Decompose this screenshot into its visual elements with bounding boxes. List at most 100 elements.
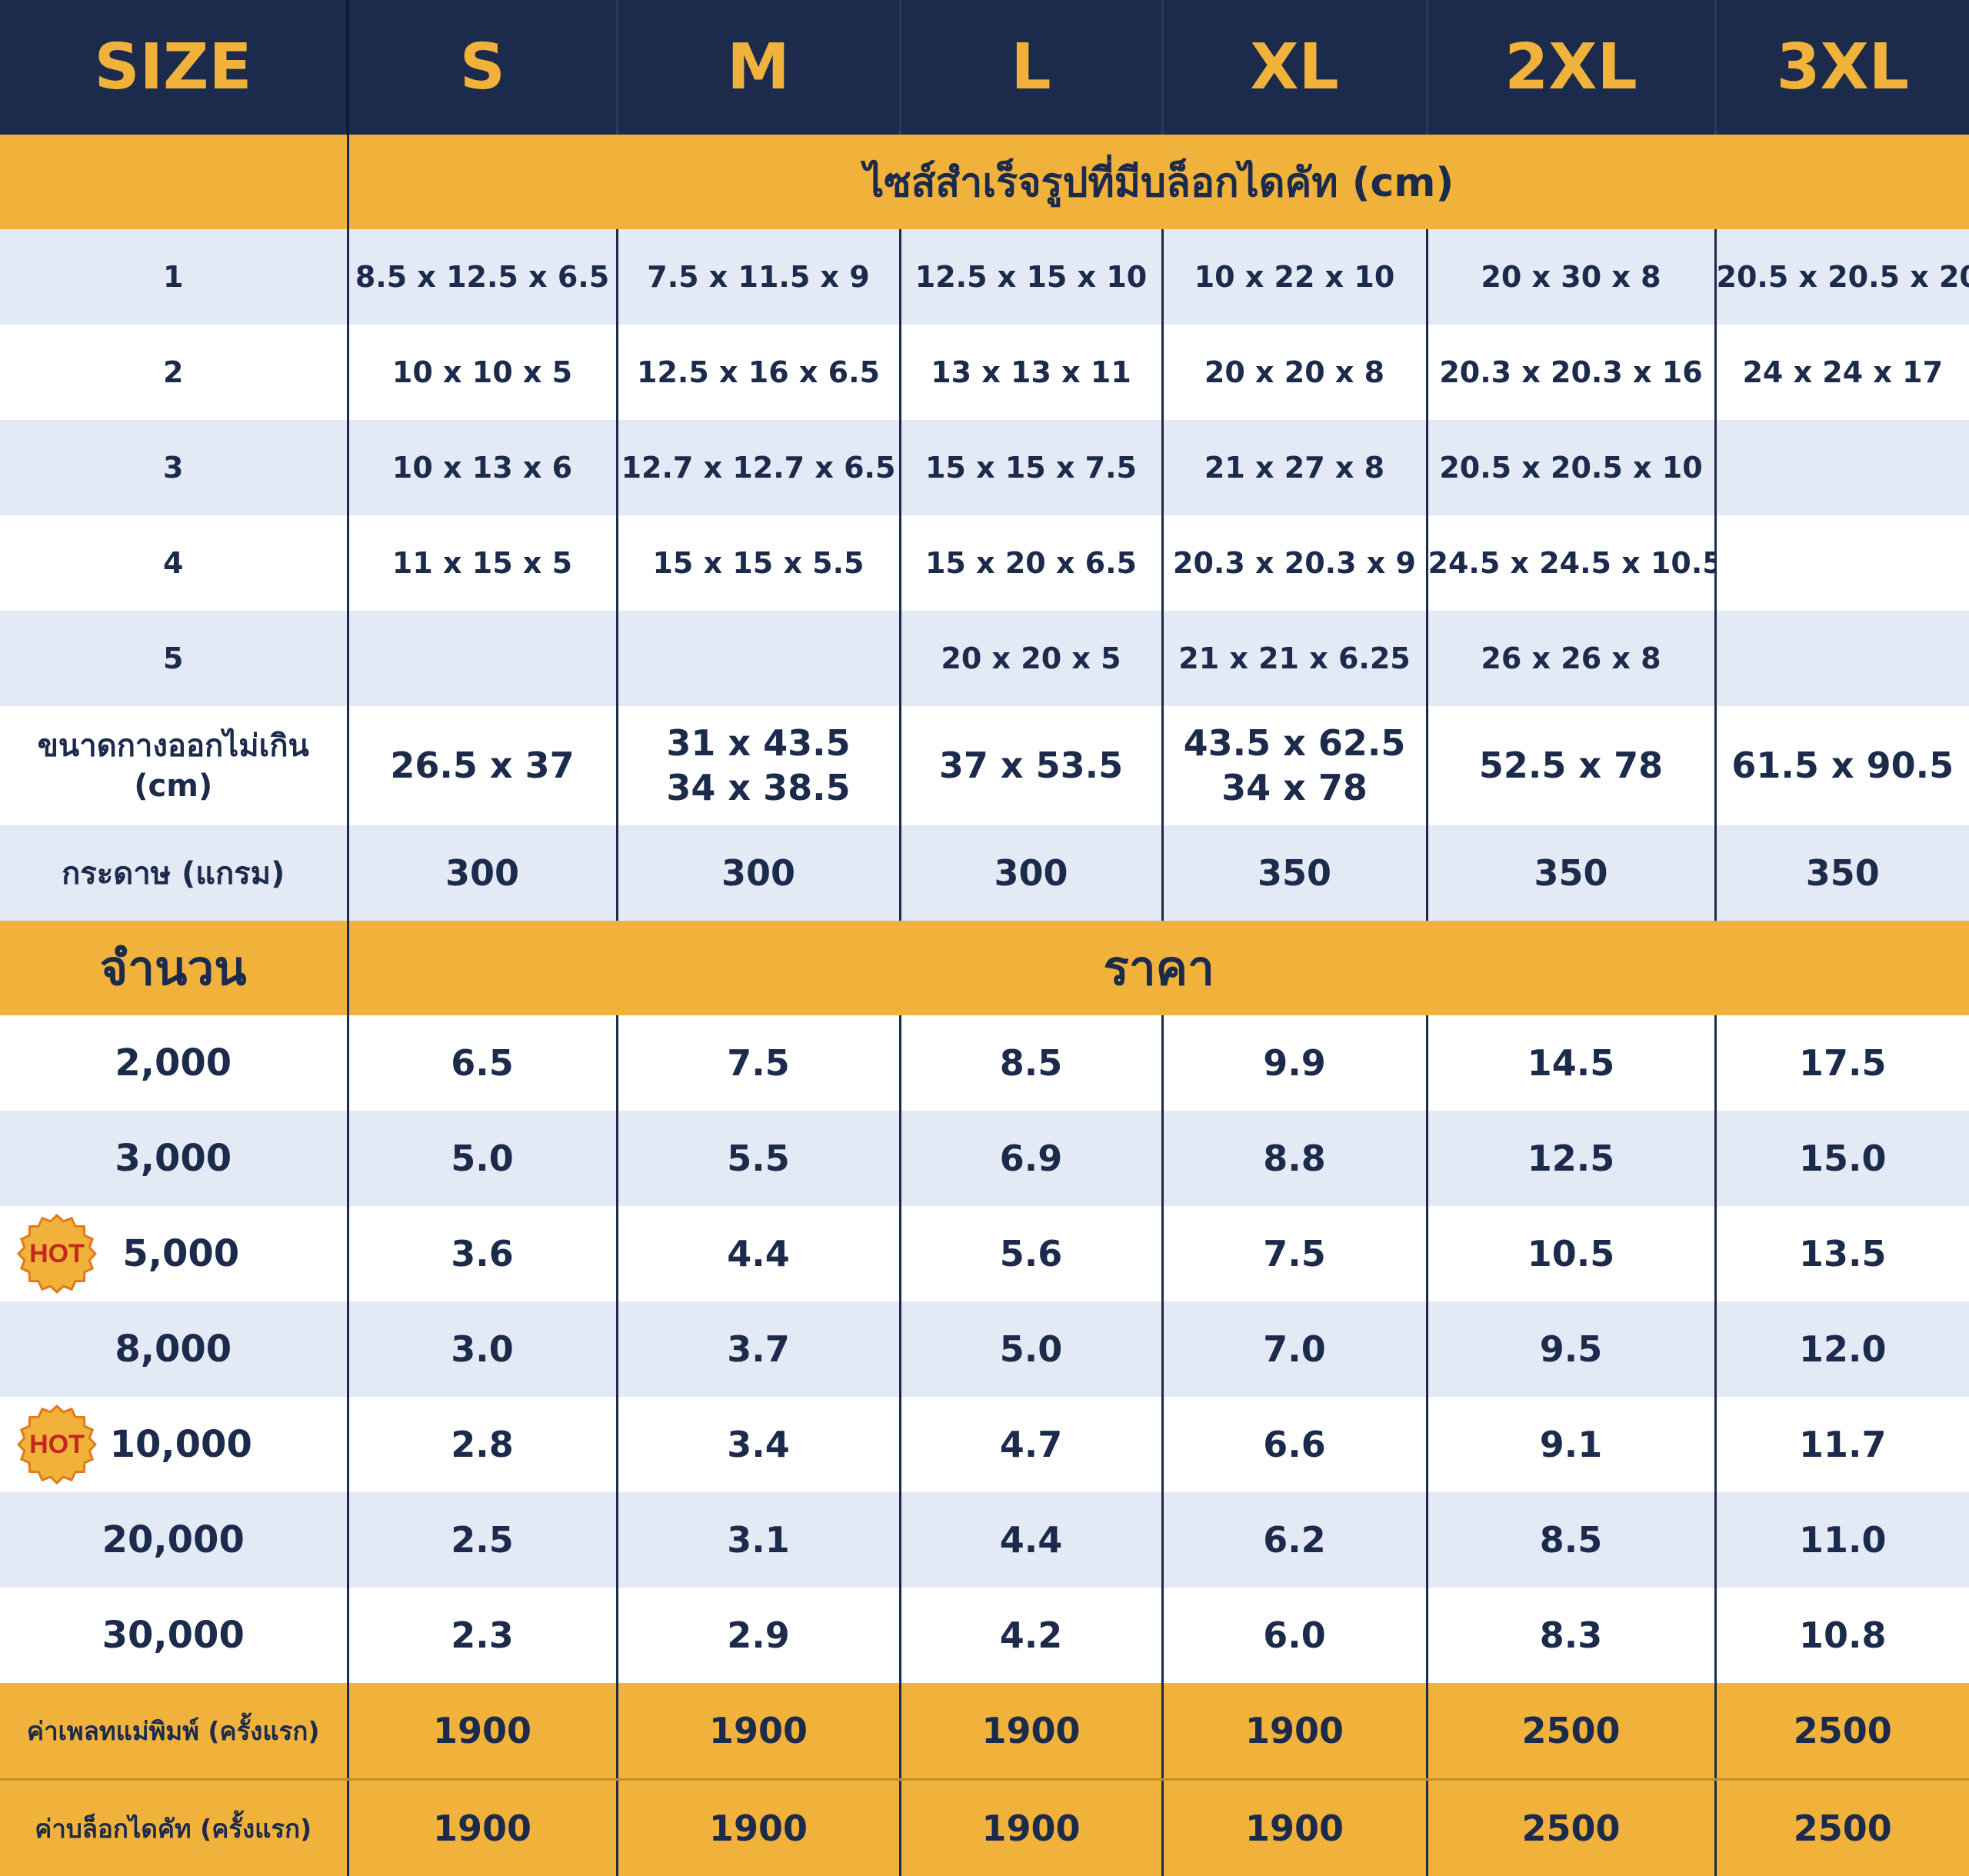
price-cell: 4.7 <box>900 1397 1162 1492</box>
price-cell: 8.5 <box>1427 1492 1715 1588</box>
dim-cell: 26 x 26 x 8 <box>1427 611 1715 706</box>
dim-cell: 20 x 20 x 8 <box>1162 325 1427 420</box>
extent-cell: 52.5 x 78 <box>1427 706 1715 825</box>
dim-cell <box>617 611 900 706</box>
qty-value: 8,000 <box>115 1328 232 1371</box>
dims-section-title: ไซส์สำเร็จรูปที่มีบล็อกไดคัท (cm) <box>348 135 1969 229</box>
price-cell: 9.1 <box>1427 1397 1715 1492</box>
dim-cell: 10 x 10 x 5 <box>348 325 617 420</box>
size-header-xl: XL <box>1162 0 1427 135</box>
dim-cell: 24.5 x 24.5 x 10.5 <box>1427 515 1715 611</box>
dim-cell: 12.5 x 16 x 6.5 <box>617 325 900 420</box>
dim-cell: 20.5 x 20.5 x 10 <box>1427 420 1715 515</box>
price-cell: 9.5 <box>1427 1301 1715 1397</box>
price-cell: 2.3 <box>348 1588 617 1683</box>
extent-cell: 61.5 x 90.5 <box>1715 706 1969 825</box>
dim-cell <box>348 611 617 706</box>
dim-cell: 7.5 x 11.5 x 9 <box>617 229 900 325</box>
dim-cell: 21 x 27 x 8 <box>1162 420 1427 515</box>
price-cell: 7.0 <box>1162 1301 1427 1397</box>
hot-badge-icon: HOT <box>17 1405 97 1484</box>
qty-value: 3,000 <box>115 1137 232 1180</box>
size-header-3xl: 3XL <box>1715 0 1969 135</box>
qty-cell: 20,000 <box>0 1492 348 1588</box>
price-cell: 6.6 <box>1162 1397 1427 1492</box>
dim-row-number: 3 <box>0 420 348 515</box>
qty-cell: 3,000 <box>0 1111 348 1206</box>
qty-cell: 30,000 <box>0 1588 348 1683</box>
price-cell: 4.4 <box>617 1206 900 1301</box>
paper-cell: 300 <box>348 825 617 921</box>
hot-badge-icon: HOT <box>17 1214 97 1294</box>
paper-cell: 350 <box>1162 825 1427 921</box>
extent-value: 31 x 43.5 <box>618 721 899 766</box>
hot-badge-text: HOT <box>17 1214 97 1294</box>
price-cell: 4.2 <box>900 1588 1162 1683</box>
fee-cell: 1900 <box>1162 1780 1427 1876</box>
qty-cell: 2,000 <box>0 1015 348 1111</box>
dim-cell: 8.5 x 12.5 x 6.5 <box>348 229 617 325</box>
price-cell: 2.9 <box>617 1588 900 1683</box>
dim-cell: 12.7 x 12.7 x 6.5 <box>617 420 900 515</box>
dim-cell: 20.3 x 20.3 x 16 <box>1427 325 1715 420</box>
paper-cell: 350 <box>1427 825 1715 921</box>
price-cell: 5.0 <box>348 1111 617 1206</box>
fee-label: ค่าบล็อกไดคัท (ครั้งแรก) <box>0 1780 348 1876</box>
price-cell: 17.5 <box>1715 1015 1969 1111</box>
qty-value: 2,000 <box>115 1041 232 1085</box>
extent-label-line1: ขนาดกางออกไม่เกิน <box>0 726 347 766</box>
dim-cell <box>1715 420 1969 515</box>
price-cell: 12.5 <box>1427 1111 1715 1206</box>
price-cell: 5.0 <box>900 1301 1162 1397</box>
size-label: SIZE <box>0 0 348 135</box>
dim-cell: 24 x 24 x 17 <box>1715 325 1969 420</box>
price-cell: 5.5 <box>617 1111 900 1206</box>
price-cell: 10.5 <box>1427 1206 1715 1301</box>
extent-cell: 26.5 x 37 <box>348 706 617 825</box>
dim-cell: 12.5 x 15 x 10 <box>900 229 1162 325</box>
fee-cell: 2500 <box>1427 1780 1715 1876</box>
dim-cell: 10 x 22 x 10 <box>1162 229 1427 325</box>
dim-cell: 15 x 15 x 7.5 <box>900 420 1162 515</box>
dim-cell: 15 x 20 x 6.5 <box>900 515 1162 611</box>
dim-row-number: 1 <box>0 229 348 325</box>
paper-label: กระดาษ (แกรม) <box>0 825 348 921</box>
fee-cell: 1900 <box>900 1780 1162 1876</box>
paper-cell: 300 <box>617 825 900 921</box>
size-header-2xl: 2XL <box>1427 0 1715 135</box>
price-cell: 14.5 <box>1427 1015 1715 1111</box>
dim-row-number: 5 <box>0 611 348 706</box>
fee-cell: 1900 <box>617 1683 900 1780</box>
price-cell: 4.4 <box>900 1492 1162 1588</box>
price-cell: 5.6 <box>900 1206 1162 1301</box>
fee-cell: 1900 <box>348 1780 617 1876</box>
dim-cell: 20.5 x 20.5 x 20 <box>1715 229 1969 325</box>
dim-cell: 21 x 21 x 6.25 <box>1162 611 1427 706</box>
price-cell: 3.4 <box>617 1397 900 1492</box>
price-cell: 11.0 <box>1715 1492 1969 1588</box>
dim-cell: 20 x 30 x 8 <box>1427 229 1715 325</box>
extent-label: ขนาดกางออกไม่เกิน(cm) <box>0 706 348 825</box>
fee-cell: 1900 <box>348 1683 617 1780</box>
price-cell: 8.5 <box>900 1015 1162 1111</box>
qty-value: 5,000 <box>107 1232 239 1275</box>
paper-cell: 350 <box>1715 825 1969 921</box>
paper-cell: 300 <box>900 825 1162 921</box>
dim-cell: 13 x 13 x 11 <box>900 325 1162 420</box>
fee-label: ค่าเพลทแม่พิมพ์ (ครั้งแรก) <box>0 1683 348 1780</box>
price-cell: 7.5 <box>617 1015 900 1111</box>
fee-cell: 2500 <box>1427 1683 1715 1780</box>
extent-value: 34 x 38.5 <box>618 766 899 811</box>
fee-cell: 1900 <box>617 1780 900 1876</box>
